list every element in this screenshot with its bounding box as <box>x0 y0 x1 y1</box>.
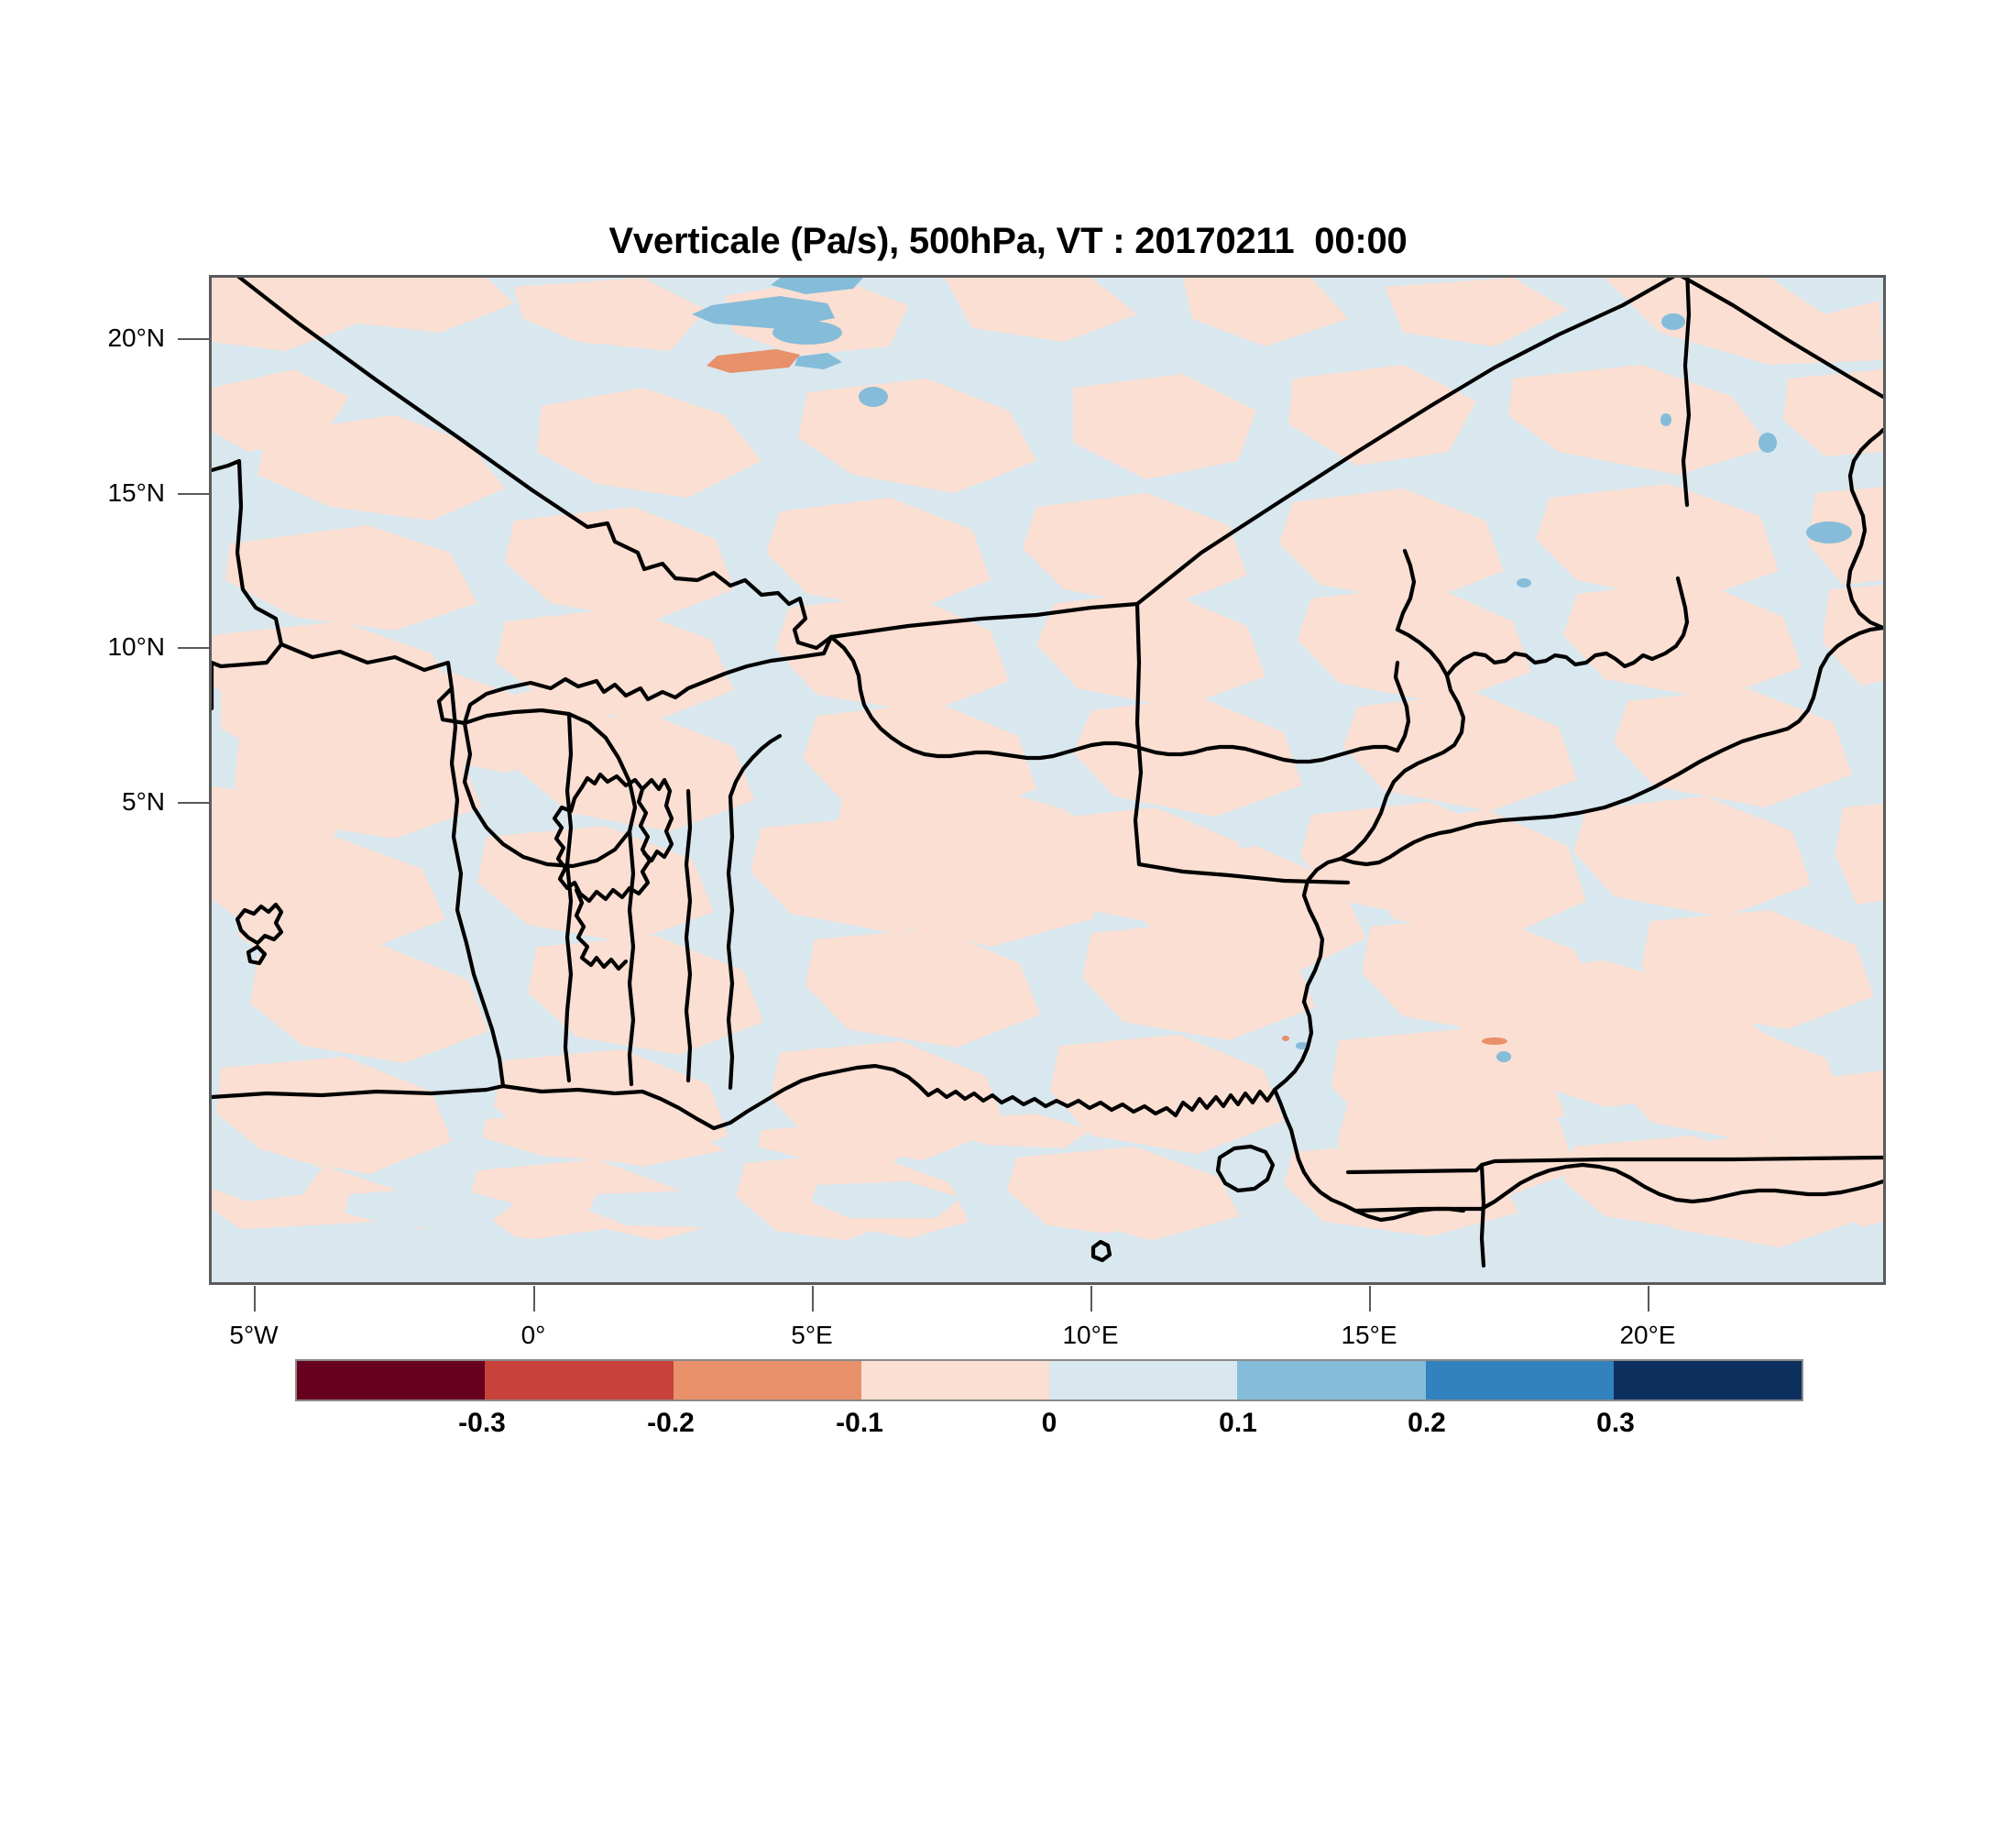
y-tick-5N <box>178 802 209 804</box>
y-axis-label-15N: 15°N <box>107 478 165 507</box>
x-tick-5W <box>254 1286 256 1312</box>
y-tick-10N <box>178 647 209 649</box>
y-tick-15N <box>178 493 209 495</box>
x-axis-label-15E: 15°E <box>1341 1321 1397 1349</box>
x-tick-10E <box>1090 1286 1092 1312</box>
colorbar-tick-minus-0-1: -0.1 <box>836 1408 883 1438</box>
colorbar-band-1 <box>485 1361 674 1399</box>
colorbar-band-2 <box>673 1361 861 1399</box>
moderate-positive-cells <box>692 278 1852 1062</box>
moderate-negative-cells <box>707 349 1507 1045</box>
colorbar-tick-minus-0-3: -0.3 <box>458 1408 506 1438</box>
colorbar-band-0 <box>297 1361 486 1399</box>
weak-negative-field <box>212 278 1883 1251</box>
colorbar-band-7 <box>1613 1361 1802 1399</box>
x-axis-label-20E: 20°E <box>1619 1321 1676 1349</box>
y-axis-label-20N: 20°N <box>107 324 165 352</box>
colorbar-tick-0-1: 0.1 <box>1219 1408 1257 1438</box>
coastline-and-borders <box>212 278 1883 1268</box>
colorbar-band-3 <box>860 1361 1049 1399</box>
x-axis-label-10E: 10°E <box>1062 1321 1119 1349</box>
x-tick-5E <box>812 1286 814 1312</box>
y-axis-label-5N: 5°N <box>122 787 165 816</box>
map-panel <box>209 275 1886 1285</box>
colorbar-tick-0: 0 <box>1041 1408 1057 1438</box>
x-axis-label-5W: 5°W <box>229 1321 279 1349</box>
colorbar-tick-0-3: 0.3 <box>1596 1408 1635 1438</box>
colorbar-tick-minus-0-2: -0.2 <box>647 1408 695 1438</box>
ocean-mask <box>212 1150 1293 1282</box>
x-tick-15E <box>1369 1286 1371 1312</box>
colorbar-tick-0-2: 0.2 <box>1408 1408 1446 1438</box>
x-axis-label-5E: 5°E <box>791 1321 833 1349</box>
x-tick-20E <box>1648 1286 1649 1312</box>
x-tick-0 <box>533 1286 535 1312</box>
x-axis-label-0: 0° <box>520 1321 546 1349</box>
colorbar-band-4 <box>1049 1361 1238 1399</box>
map-field-svg <box>212 278 1883 1282</box>
colorbar-band-5 <box>1237 1361 1426 1399</box>
colorbar <box>295 1359 1803 1401</box>
colorbar-band-6 <box>1425 1361 1614 1399</box>
y-tick-20N <box>178 338 209 340</box>
chart-title: Vverticale (Pa/s), 500hPa, VT : 20170211… <box>608 221 1408 261</box>
y-axis-label-10N: 10°N <box>107 632 165 661</box>
